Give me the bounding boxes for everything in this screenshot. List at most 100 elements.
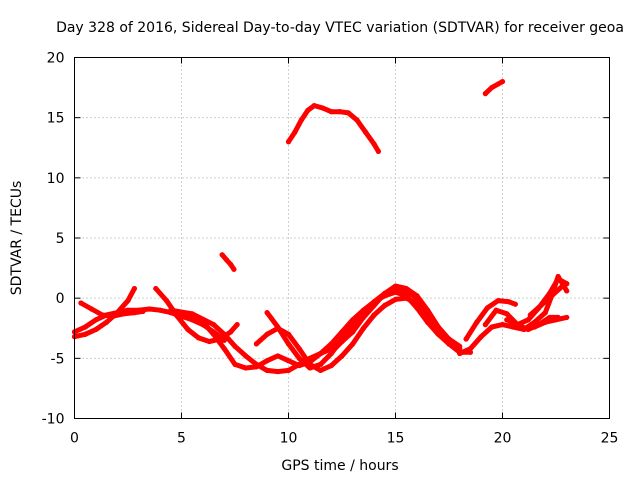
data-point bbox=[228, 261, 234, 268]
y-tick-label: -10 bbox=[42, 412, 65, 428]
data-point bbox=[178, 310, 185, 316]
data-point bbox=[318, 367, 324, 373]
y-tick-label: 10 bbox=[47, 171, 65, 187]
data-point bbox=[125, 297, 131, 304]
data-point bbox=[232, 343, 238, 349]
data-point bbox=[504, 311, 510, 317]
y-tick-label: 20 bbox=[47, 51, 65, 67]
data-point bbox=[403, 295, 409, 301]
data-point bbox=[375, 148, 381, 154]
data-point bbox=[223, 257, 230, 263]
data-point bbox=[275, 324, 281, 330]
data-point bbox=[140, 308, 146, 315]
data-point bbox=[110, 313, 116, 319]
data-point bbox=[549, 293, 555, 299]
data-point bbox=[382, 302, 388, 308]
x-tick-label: 15 bbox=[387, 431, 405, 447]
data-point bbox=[463, 336, 469, 342]
data-point bbox=[78, 300, 84, 306]
data-point bbox=[292, 129, 298, 135]
data-point bbox=[484, 305, 491, 311]
data-point bbox=[221, 331, 227, 337]
data-point bbox=[339, 353, 345, 359]
data-point bbox=[527, 312, 533, 318]
data-point bbox=[546, 314, 553, 321]
data-point bbox=[219, 252, 225, 258]
data-point bbox=[93, 326, 99, 333]
data-point bbox=[457, 343, 463, 349]
data-point bbox=[512, 301, 518, 307]
data-point bbox=[307, 365, 313, 371]
data-point bbox=[478, 334, 484, 340]
data-point bbox=[504, 317, 510, 323]
data-point bbox=[499, 322, 506, 328]
data-point bbox=[131, 310, 138, 316]
data-point bbox=[93, 317, 99, 323]
data-point bbox=[559, 283, 566, 289]
data-point bbox=[495, 81, 501, 87]
data-point bbox=[555, 314, 561, 321]
data-point bbox=[146, 306, 152, 312]
y-tick-label: 15 bbox=[47, 111, 65, 127]
data-point bbox=[493, 307, 499, 313]
data-point bbox=[253, 341, 259, 347]
data-point bbox=[446, 336, 452, 342]
x-tick-label: 0 bbox=[70, 431, 79, 447]
data-point bbox=[542, 310, 548, 316]
data-point bbox=[234, 322, 240, 328]
series-arc-15 bbox=[527, 281, 570, 318]
data-point bbox=[328, 349, 334, 355]
data-point bbox=[320, 105, 326, 111]
data-point bbox=[168, 307, 174, 313]
x-tick-label: 10 bbox=[280, 431, 298, 447]
data-point bbox=[482, 322, 488, 328]
x-tick-label: 20 bbox=[494, 431, 512, 447]
data-point bbox=[82, 324, 88, 330]
data-point bbox=[425, 307, 431, 313]
series-arc-3 bbox=[78, 300, 146, 319]
data-point bbox=[564, 288, 570, 294]
series-arc-16 bbox=[219, 252, 237, 272]
data-point bbox=[525, 317, 531, 323]
data-point bbox=[467, 346, 473, 352]
data-point bbox=[328, 341, 334, 347]
data-point bbox=[285, 139, 292, 145]
data-point bbox=[337, 109, 343, 115]
x-tick-label: 25 bbox=[601, 431, 619, 447]
data-point bbox=[264, 331, 270, 337]
data-point bbox=[318, 361, 324, 367]
data-point bbox=[457, 350, 463, 357]
data-point bbox=[82, 331, 88, 337]
data-point bbox=[414, 293, 420, 299]
series-arc-17 bbox=[285, 103, 381, 154]
data-point bbox=[211, 322, 217, 328]
data-point bbox=[392, 296, 399, 302]
data-point bbox=[196, 335, 202, 341]
data-point bbox=[264, 310, 270, 316]
data-point bbox=[564, 314, 570, 321]
data-point bbox=[371, 302, 377, 308]
data-point bbox=[121, 311, 127, 317]
data-point bbox=[354, 117, 360, 123]
data-point bbox=[305, 107, 311, 114]
data-point bbox=[243, 365, 249, 371]
data-point bbox=[89, 306, 95, 312]
data-point bbox=[232, 361, 238, 367]
data-point bbox=[521, 326, 527, 333]
data-point bbox=[350, 341, 356, 347]
data-point bbox=[489, 324, 495, 330]
data-point bbox=[403, 285, 409, 292]
data-point bbox=[285, 367, 292, 373]
x-tick-label: 5 bbox=[177, 431, 186, 447]
y-axis-label: SDTVAR / TECUs bbox=[9, 181, 25, 296]
data-point bbox=[104, 319, 110, 325]
data-point bbox=[131, 285, 138, 292]
data-point bbox=[489, 84, 495, 91]
data-point bbox=[362, 129, 369, 135]
data-point bbox=[285, 331, 292, 337]
data-point bbox=[157, 307, 163, 313]
data-point bbox=[328, 362, 334, 369]
chart-title: Day 328 of 2016, Sidereal Day-to-day VTE… bbox=[56, 20, 624, 36]
data-point bbox=[153, 285, 159, 292]
